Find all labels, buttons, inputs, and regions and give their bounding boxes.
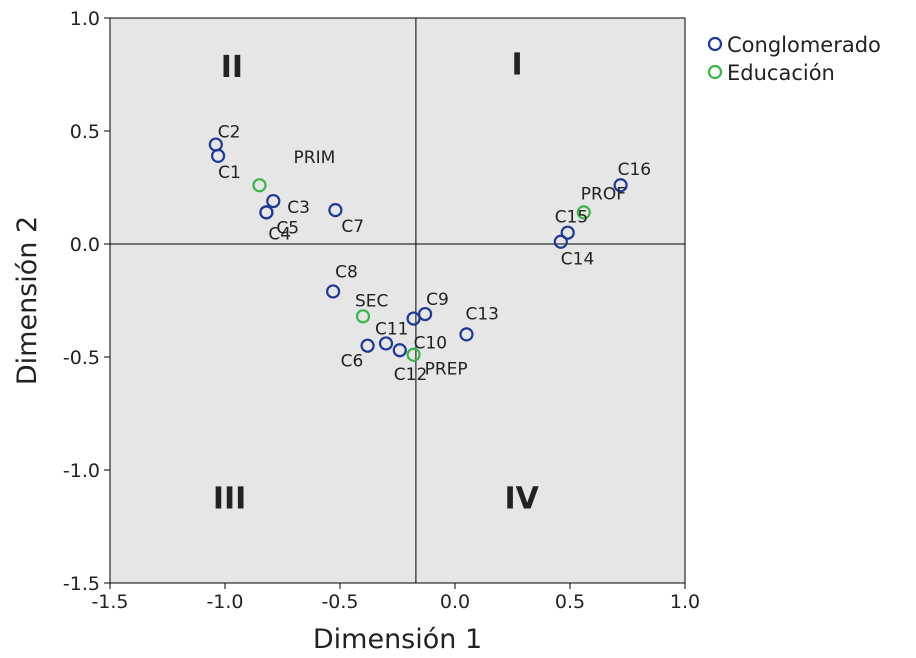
point-label-c2: C2 xyxy=(218,123,241,143)
x-tick-label: 1.0 xyxy=(670,591,700,613)
point-label-c3: C3 xyxy=(287,198,310,218)
y-tick-label: 0.5 xyxy=(70,121,100,143)
point-sec xyxy=(355,309,371,324)
point-c16 xyxy=(613,178,628,193)
x-tick-label: 0.5 xyxy=(555,591,585,613)
point-label-c10: C10 xyxy=(414,334,448,354)
legend: Conglomerado Educación xyxy=(707,33,881,85)
point-label-c11: C11 xyxy=(375,319,409,339)
axes: -1.5 -1.0 -0.5 0.0 0.5 1.0 1.0 0.5 0.0 -0.5 -1.0 -1… xyxy=(63,8,700,613)
point-c10 xyxy=(406,311,421,326)
legend-label-2: Educación xyxy=(727,61,835,85)
x-axis-label: Dimensión 1 xyxy=(313,624,482,655)
data-points xyxy=(208,137,628,362)
x-tick-label: 0.0 xyxy=(440,591,470,613)
y-tick-label: 1.0 xyxy=(70,8,100,30)
point-label-c15: C15 xyxy=(555,208,589,228)
quadrant-label-i: I xyxy=(512,48,523,83)
point-label-c14: C14 xyxy=(561,250,595,270)
point-c8 xyxy=(326,284,341,299)
quadrant-label-iii: III xyxy=(213,481,247,516)
point-label-c9: C9 xyxy=(426,290,449,310)
point-label-prep: PREP xyxy=(425,360,468,380)
point-prof xyxy=(576,205,591,220)
point-label-c5: C5 xyxy=(276,218,299,238)
point-label-c1: C1 xyxy=(218,163,241,183)
point-label-c6: C6 xyxy=(341,352,364,372)
point-c9 xyxy=(418,306,433,322)
point-label-c4: C4 xyxy=(268,224,291,244)
point-c1 xyxy=(211,148,226,163)
quadrant-label-ii: II xyxy=(221,50,243,85)
point-prep xyxy=(406,347,421,362)
quadrant-label-iv: IV xyxy=(505,481,540,516)
point-c13 xyxy=(459,327,474,342)
plot-area xyxy=(109,17,686,584)
point-c7 xyxy=(328,203,343,218)
point-c3 xyxy=(266,193,281,209)
point-c6 xyxy=(360,338,375,353)
x-tick-label: -1.0 xyxy=(206,591,243,613)
legend-marker-1 xyxy=(707,36,723,52)
point-c14 xyxy=(553,234,568,249)
y-tick-label: -1.0 xyxy=(63,460,100,482)
x-tick-label: -1.5 xyxy=(91,591,128,613)
legend-marker-2 xyxy=(707,64,723,80)
y-axis-label: Dimensión 2 xyxy=(12,216,43,385)
point-label-c7: C7 xyxy=(341,217,364,237)
reference-lines xyxy=(110,18,685,583)
point-c4 xyxy=(259,205,274,220)
y-tick-label: -0.5 xyxy=(63,347,100,369)
x-tick-label: -0.5 xyxy=(321,591,358,613)
point-label-c12: C12 xyxy=(394,365,428,385)
y-tick-label: -1.5 xyxy=(63,573,100,595)
point-c15 xyxy=(560,225,575,240)
point-label-c16: C16 xyxy=(618,160,652,180)
point-label-sec: SEC xyxy=(355,291,388,311)
point-prim xyxy=(252,178,267,193)
point-label-prim: PRIM xyxy=(294,148,336,168)
point-label-c13: C13 xyxy=(466,304,500,324)
point-c12 xyxy=(392,343,407,358)
point-c11 xyxy=(378,336,394,351)
point-label-c8: C8 xyxy=(335,262,358,282)
y-tick-label: 0.0 xyxy=(70,234,100,256)
legend-label-1: Conglomerado xyxy=(727,33,881,57)
point-label-prof: PROF xyxy=(581,184,626,204)
